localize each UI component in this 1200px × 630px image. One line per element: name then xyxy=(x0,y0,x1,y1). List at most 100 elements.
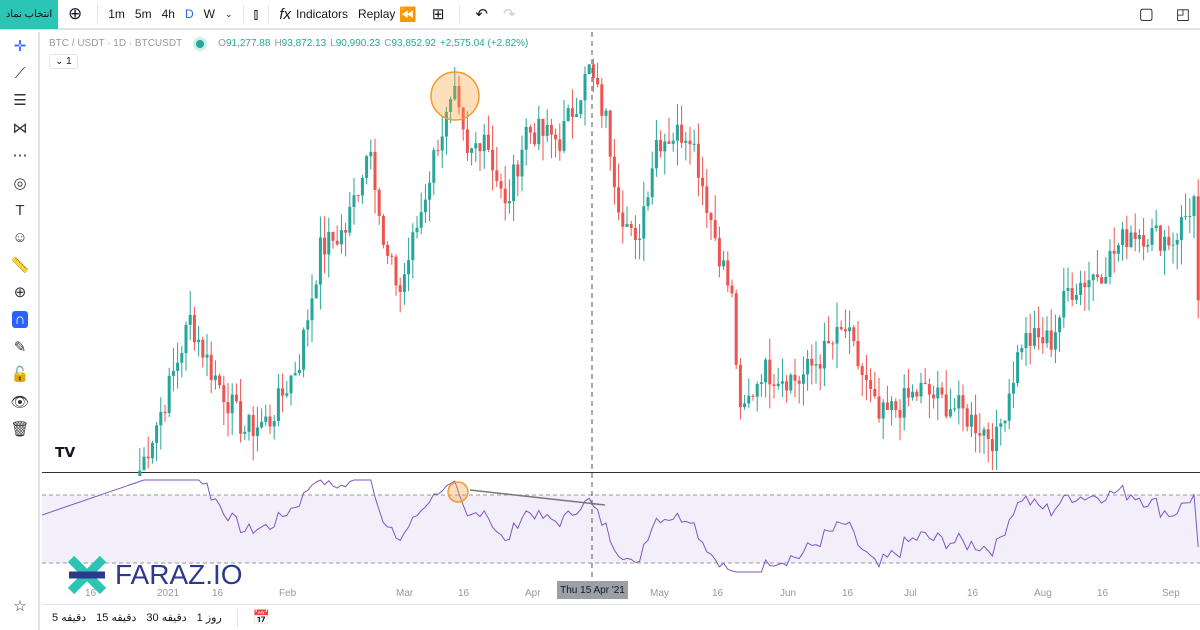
range-5m[interactable]: 5 دقیقه xyxy=(52,612,87,624)
crosshair-icon[interactable]: ✛ xyxy=(13,37,27,55)
candle-body xyxy=(1074,294,1078,300)
candle-body xyxy=(961,395,965,409)
candle-body xyxy=(226,402,230,414)
highlight-circle-rsi[interactable] xyxy=(447,481,469,503)
candle-body xyxy=(289,375,293,394)
candle-body xyxy=(982,429,986,436)
candle-body xyxy=(1150,228,1154,245)
fib-retracement-icon[interactable]: ☰ xyxy=(13,92,27,110)
candle-body xyxy=(507,201,511,204)
candle-body xyxy=(663,141,667,152)
divider xyxy=(97,5,99,23)
candle-body xyxy=(625,224,629,227)
range-15m[interactable]: 15 دقیقه xyxy=(96,612,137,624)
candle-body xyxy=(444,111,448,137)
price-chart[interactable] xyxy=(42,32,1200,580)
interval-1m[interactable]: 1m xyxy=(108,7,125,21)
range-1d[interactable]: 1 روز xyxy=(196,612,222,624)
goto-date-icon[interactable]: 📅 xyxy=(252,609,271,625)
candle-body xyxy=(789,374,793,391)
interval-4h[interactable]: 4h xyxy=(161,7,175,21)
add-symbol-icon[interactable]: ⊕ xyxy=(68,4,83,23)
trash-icon[interactable]: 🗑 xyxy=(10,421,30,439)
candle-body xyxy=(831,343,835,345)
star-icon[interactable]: ☆ xyxy=(13,597,27,615)
layout-grid-icon[interactable]: ⊞ xyxy=(431,6,445,23)
fullscreen-icon[interactable]: ▢ xyxy=(1138,6,1154,23)
candle-body xyxy=(701,177,705,187)
candle-body xyxy=(150,442,154,459)
collapse-indicators-button[interactable]: ⌄ 1 xyxy=(49,54,78,69)
symbol-search-button[interactable]: انتخاب نماد xyxy=(0,0,58,29)
candle-body xyxy=(323,237,327,255)
highlight-circle-price[interactable] xyxy=(430,71,480,121)
interval-5m[interactable]: 5m xyxy=(134,7,152,21)
time-axis-label: 16 xyxy=(1097,588,1109,599)
geometric-shapes-icon[interactable]: ◎ xyxy=(13,174,27,192)
candle-body xyxy=(869,380,873,389)
time-axis-label: 16 xyxy=(458,588,470,599)
candle-body xyxy=(348,207,352,233)
candle-body xyxy=(1146,244,1150,247)
text-icon[interactable]: T xyxy=(15,201,25,219)
candle-body xyxy=(281,388,285,396)
trend-line-icon[interactable]: ⟋ xyxy=(14,64,26,82)
candle-body xyxy=(533,132,537,145)
close-label: C xyxy=(384,38,392,49)
redo-icon[interactable]: ↷ xyxy=(502,6,516,23)
candle-body xyxy=(785,381,789,391)
candle-body xyxy=(222,385,226,403)
divider xyxy=(459,5,461,23)
pattern-icon[interactable]: ⋈ xyxy=(12,119,28,137)
candle-body xyxy=(234,394,238,402)
snapshot-icon[interactable]: ◰ xyxy=(1175,6,1190,23)
candle-body xyxy=(902,388,906,418)
candle-body xyxy=(1066,288,1070,291)
open-value: 91,277.88 xyxy=(225,38,271,49)
lock-icon[interactable]: 🔓 xyxy=(10,366,30,384)
candle-body xyxy=(822,340,826,369)
candle-body xyxy=(873,388,877,397)
candle-body xyxy=(969,414,973,427)
replay-button[interactable]: Replay ⏪ xyxy=(353,0,422,29)
eye-icon[interactable]: 👁 xyxy=(10,393,30,411)
emoji-icon[interactable]: ☺ xyxy=(12,228,28,246)
candle-body xyxy=(848,327,852,332)
zoom-in-icon[interactable]: ⊕ xyxy=(13,284,27,302)
magnet-icon[interactable]: ∩ xyxy=(0,306,40,333)
rsi-line xyxy=(42,479,1199,573)
symbol-title[interactable]: BTC / USDT · 1D · BTCUSDT xyxy=(49,38,183,49)
candle-body xyxy=(1179,217,1183,240)
candle-body xyxy=(738,364,742,408)
candle-body xyxy=(575,114,579,117)
candle-body xyxy=(629,224,633,228)
change-value: +2,575.04 (+2.82%) xyxy=(439,38,529,49)
candle-body xyxy=(394,256,398,286)
time-axis-label: Feb xyxy=(279,588,297,599)
ruler-icon[interactable]: 📏 xyxy=(10,256,30,274)
lock-drawing-icon[interactable]: ✎ xyxy=(13,338,27,356)
candle-body xyxy=(1175,239,1179,245)
undo-icon[interactable]: ↶ xyxy=(475,6,488,23)
high-label: H xyxy=(274,38,282,49)
chevron-down-icon[interactable]: ⌄ xyxy=(224,8,233,19)
candle-body xyxy=(554,134,558,140)
candles-chart-type-icon[interactable]: ⫾ xyxy=(253,5,259,23)
candle-body xyxy=(197,339,201,343)
drawing-toolbar: ✛ ⟋ ☰ ⋈ ⋯ ◎ T ☺ 📏 ⊕ ∩ ✎ 🔓 👁 🗑 ☆ xyxy=(0,32,40,630)
candle-body xyxy=(579,100,583,115)
candle-body xyxy=(255,427,259,436)
candle-body xyxy=(549,124,553,135)
range-30m[interactable]: 30 دقیقه xyxy=(146,612,187,624)
candle-body xyxy=(474,143,478,149)
market-status-dot xyxy=(196,39,205,48)
divergence-trendline[interactable] xyxy=(469,489,606,506)
tradingview-logo-icon[interactable]: 𝗧𝗩 xyxy=(55,444,76,460)
indicators-button[interactable]: fx Indicators xyxy=(274,0,353,29)
candle-body xyxy=(1167,236,1171,246)
interval-d[interactable]: D xyxy=(184,7,194,21)
candle-body xyxy=(402,274,406,292)
candle-body xyxy=(810,358,814,366)
interval-w[interactable]: W xyxy=(203,7,215,21)
prediction-icon[interactable]: ⋯ xyxy=(12,147,28,165)
